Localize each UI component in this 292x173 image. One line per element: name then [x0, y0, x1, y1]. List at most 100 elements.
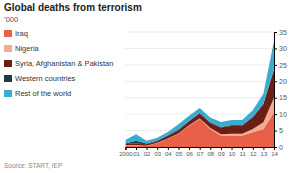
- legend-label: Rest of the world: [15, 89, 71, 98]
- legend-swatch: [4, 75, 12, 82]
- y-tick-label: 20: [279, 78, 287, 85]
- legend-item: Rest of the world: [4, 89, 71, 98]
- legend-swatch: [4, 90, 12, 97]
- y-axis-label: ’000: [4, 15, 18, 24]
- y-tick-mark: [274, 48, 277, 49]
- x-tick-label: 05: [176, 151, 183, 157]
- x-tick-label: 07: [197, 151, 204, 157]
- y-tick-mark: [274, 32, 277, 33]
- x-tick-mark: [157, 147, 158, 150]
- legend-swatch: [4, 60, 12, 67]
- x-tick-label: 03: [154, 151, 161, 157]
- y-tick-label: 0: [279, 144, 283, 151]
- x-tick-mark: [210, 147, 211, 150]
- title: Global deaths from terrorism: [4, 2, 142, 13]
- x-tick: 07: [197, 147, 204, 157]
- legend-swatch: [4, 30, 12, 37]
- y-tick-mark: [274, 114, 277, 115]
- area: [125, 41, 274, 144]
- x-tick-label: 06: [186, 151, 193, 157]
- x-tick-label: 02: [144, 151, 151, 157]
- legend: Iraq Nigeria Syria, Afghanistan & Pakistan…: [4, 29, 113, 98]
- x-tick: 03: [154, 147, 161, 157]
- y-tick-mark: [274, 65, 277, 66]
- y-tick-label: 25: [279, 62, 287, 69]
- x-tick: 06: [186, 147, 193, 157]
- x-tick-mark: [136, 147, 137, 150]
- y-tick: 0: [274, 144, 283, 151]
- y-tick: 25: [274, 62, 287, 69]
- x-tick-mark: [242, 147, 243, 150]
- x-tick: 09: [218, 147, 225, 157]
- legend-swatch: [4, 45, 12, 52]
- grid-line: [125, 81, 274, 82]
- areas: [125, 41, 274, 147]
- x-tick: 12: [250, 147, 257, 157]
- grid-line: [125, 97, 274, 98]
- chart: Global deaths from terrorism ’000 Iraq Nige…: [0, 0, 292, 173]
- x-tick-label: 08: [207, 151, 214, 157]
- x-tick-label: 14: [271, 151, 278, 157]
- y-tick: 20: [274, 78, 287, 85]
- y-tick-label: 5: [279, 127, 283, 134]
- x-tick-mark: [200, 147, 201, 150]
- y-tick-label: 35: [279, 29, 287, 36]
- x-tick-label: 12: [250, 151, 257, 157]
- x-tick: 10: [229, 147, 236, 157]
- y-tick-label: 10: [279, 111, 287, 118]
- x-tick-label: 10: [229, 151, 236, 157]
- x-tick-label: 04: [165, 151, 172, 157]
- x-tick: 14: [271, 147, 278, 157]
- x-tick: 11: [240, 147, 247, 157]
- x-tick: 04: [165, 147, 172, 157]
- grid-line: [125, 64, 274, 65]
- legend-item: Iraq: [4, 29, 28, 38]
- y-tick: 5: [274, 127, 283, 134]
- y-tick-mark: [274, 147, 277, 148]
- grid-line: [125, 32, 274, 33]
- x-tick-mark: [232, 147, 233, 150]
- x-tick-mark: [147, 147, 148, 150]
- annotation: Source: START, IEP: [4, 162, 62, 169]
- x-tick: 13: [261, 147, 268, 157]
- x-tick-mark: [253, 147, 254, 150]
- legend-item: Syria, Afghanistan & Pakistan: [4, 59, 113, 68]
- x-tick-mark: [125, 147, 126, 150]
- y-tick-label: 15: [279, 94, 287, 101]
- legend-item: Western countries: [4, 74, 76, 83]
- y-tick-label: 30: [279, 45, 287, 52]
- x-tick: 02: [144, 147, 151, 157]
- x-tick-label: 2000: [119, 151, 133, 157]
- legend-label: Iraq: [15, 29, 28, 38]
- grid: [125, 32, 274, 147]
- area: [125, 70, 274, 146]
- y-axis: 0 5 10 15 20 25 30 35: [274, 29, 287, 151]
- x-tick-mark: [178, 147, 179, 150]
- x-tick: 2000: [119, 147, 133, 157]
- x-tick-label: 11: [240, 151, 247, 157]
- legend-label: Western countries: [15, 74, 76, 83]
- x-tick: 05: [176, 147, 183, 157]
- area: [125, 69, 274, 145]
- x-tick-mark: [221, 147, 222, 150]
- x-tick-mark: [263, 147, 264, 150]
- x-axis-line: [126, 148, 275, 151]
- x-tick: 01: [133, 147, 140, 157]
- x-tick-mark: [168, 147, 169, 150]
- y-tick: 10: [274, 111, 287, 118]
- y-tick: 35: [274, 29, 287, 36]
- y-tick-mark: [274, 81, 277, 82]
- x-tick-label: 01: [133, 151, 140, 157]
- y-tick: 30: [274, 45, 287, 52]
- legend-item: Nigeria: [4, 44, 40, 53]
- x-axis: 200001 0203 04 0506 0708 09 10 1112 1314: [119, 147, 278, 157]
- y-axis-line: [275, 33, 278, 148]
- y-tick: 15: [274, 94, 287, 101]
- y-tick-mark: [274, 98, 277, 99]
- grid-line: [125, 48, 274, 49]
- legend-label: Syria, Afghanistan & Pakistan: [15, 59, 113, 68]
- x-tick-label: 09: [218, 151, 225, 157]
- x-tick-label: 13: [261, 151, 268, 157]
- y-tick-mark: [274, 131, 277, 132]
- x-tick: 08: [207, 147, 214, 157]
